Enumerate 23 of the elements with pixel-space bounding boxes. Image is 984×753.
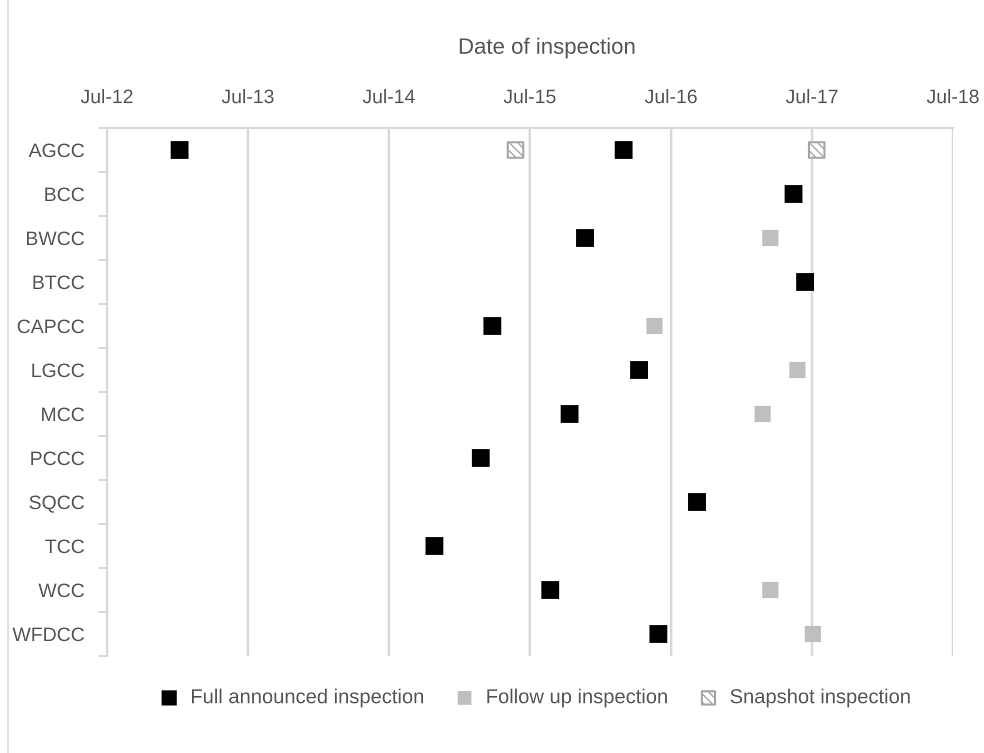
- x-tick-label: Jul-15: [504, 89, 556, 104]
- y-tick-label: PCCC: [31, 451, 84, 466]
- x-tick-label: Jul-18: [926, 89, 979, 104]
- x-tick-label: Jul-17: [786, 89, 838, 104]
- x-tick-label: Jul-12: [80, 89, 133, 104]
- legend-label: Snapshot inspection: [730, 688, 910, 708]
- legend-label: Full announced inspection: [192, 688, 424, 708]
- y-tick-label: SQCC: [29, 495, 84, 513]
- x-tick-label: Jul-14: [362, 89, 415, 104]
- y-tick-label: LGCC: [32, 363, 84, 378]
- y-tick-label: BWCC: [26, 231, 84, 246]
- x-tick-label: Jul-13: [222, 89, 274, 104]
- y-tick-label: CAPCC: [18, 319, 84, 334]
- x-axis-title: Date of inspection: [460, 38, 634, 58]
- y-tick-label: WFDCC: [12, 627, 84, 642]
- y-tick-label: MCC: [42, 407, 84, 422]
- y-tick-label: BCC: [45, 187, 84, 202]
- y-tick-label: WCC: [38, 583, 84, 598]
- y-tick-label: TCC: [45, 539, 84, 554]
- x-tick-label: Jul-16: [644, 89, 697, 104]
- legend-label: Follow up inspection: [487, 688, 667, 708]
- y-tick-label: BTCC: [33, 275, 84, 290]
- y-tick-label: AGCC: [28, 143, 84, 158]
